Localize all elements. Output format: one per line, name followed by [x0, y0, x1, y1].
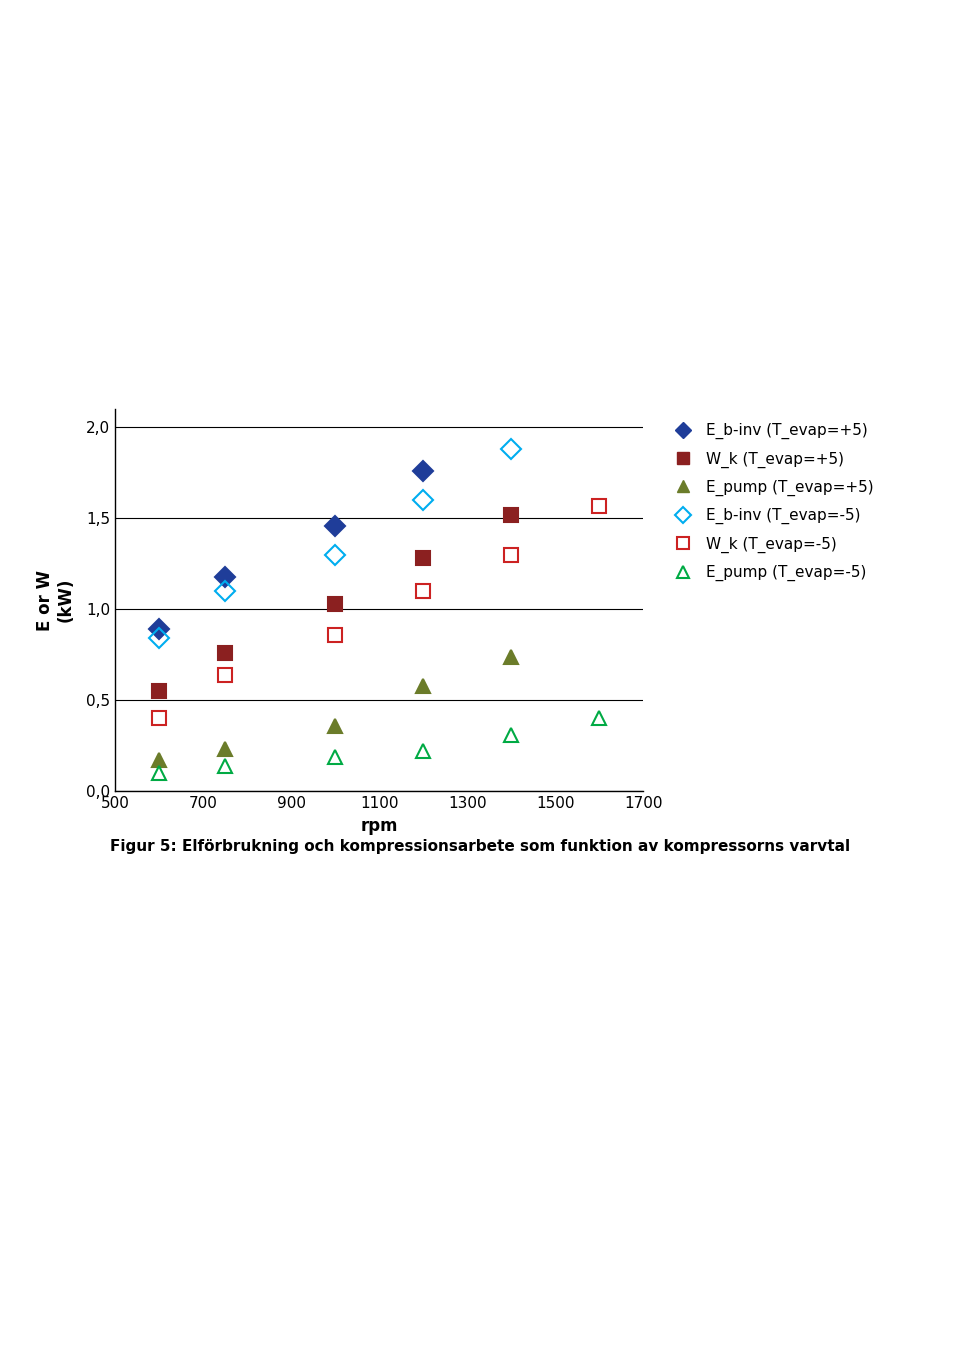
- Legend: E_b-inv (T_evap=+5), W_k (T_evap=+5), E_pump (T_evap=+5), E_b-inv (T_evap=-5), W: E_b-inv (T_evap=+5), W_k (T_evap=+5), E_…: [661, 417, 879, 588]
- Text: Figur 5: Elförbrukning och kompressionsarbete som funktion av kompressorns varvt: Figur 5: Elförbrukning och kompressionsa…: [110, 839, 850, 854]
- X-axis label: rpm: rpm: [360, 817, 398, 835]
- Y-axis label: E or W
(kW): E or W (kW): [36, 570, 75, 630]
